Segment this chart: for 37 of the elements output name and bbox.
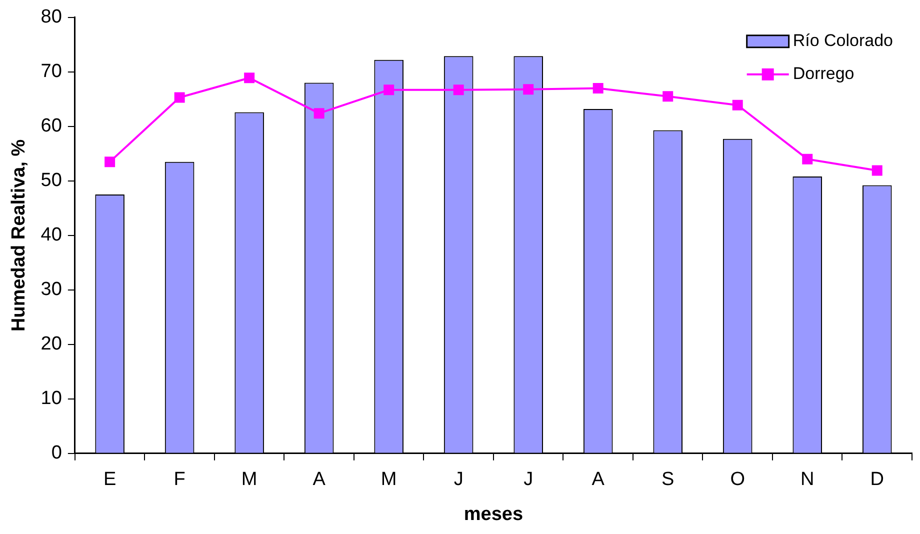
y-tick-label: 10 bbox=[40, 388, 62, 410]
x-tick-label: J bbox=[454, 469, 464, 490]
x-axis-title: meses bbox=[464, 504, 524, 525]
y-tick-label: 60 bbox=[40, 116, 62, 137]
x-tick-label: S bbox=[662, 469, 674, 490]
x-tick-label: A bbox=[312, 469, 326, 490]
x-tick-label: A bbox=[592, 469, 605, 490]
point bbox=[592, 83, 604, 94]
y-tick-label: 50 bbox=[40, 170, 62, 192]
y-axis-title: Humedad Realtiva, % bbox=[8, 139, 30, 332]
point bbox=[802, 154, 813, 164]
x-tick-label: J bbox=[524, 469, 534, 490]
y-tick-label: 20 bbox=[40, 334, 62, 355]
y-tick-label: 70 bbox=[40, 61, 62, 82]
x-tick-label: O bbox=[730, 469, 745, 490]
point bbox=[314, 108, 324, 119]
legend-label: Dorrego bbox=[792, 64, 854, 84]
y-tick-label: 30 bbox=[40, 279, 62, 300]
point bbox=[104, 156, 116, 168]
x-tick-label: M bbox=[241, 469, 258, 490]
point bbox=[453, 84, 464, 96]
legend-label: Río Colorado bbox=[792, 31, 894, 50]
point bbox=[384, 84, 394, 96]
point bbox=[662, 91, 674, 102]
y-tick-label: 40 bbox=[40, 224, 62, 246]
x-tick-label: M bbox=[380, 469, 397, 490]
point bbox=[174, 92, 185, 103]
point bbox=[523, 84, 534, 95]
point bbox=[872, 165, 882, 176]
y-tick-label: 80 bbox=[40, 6, 62, 28]
y-tick-label: 0 bbox=[51, 442, 62, 464]
x-tick-label: E bbox=[103, 469, 116, 490]
x-tick-label: N bbox=[800, 469, 814, 490]
point bbox=[244, 72, 255, 84]
x-tick-label: F bbox=[174, 469, 186, 490]
point bbox=[732, 100, 743, 110]
x-tick-label: D bbox=[870, 469, 884, 490]
